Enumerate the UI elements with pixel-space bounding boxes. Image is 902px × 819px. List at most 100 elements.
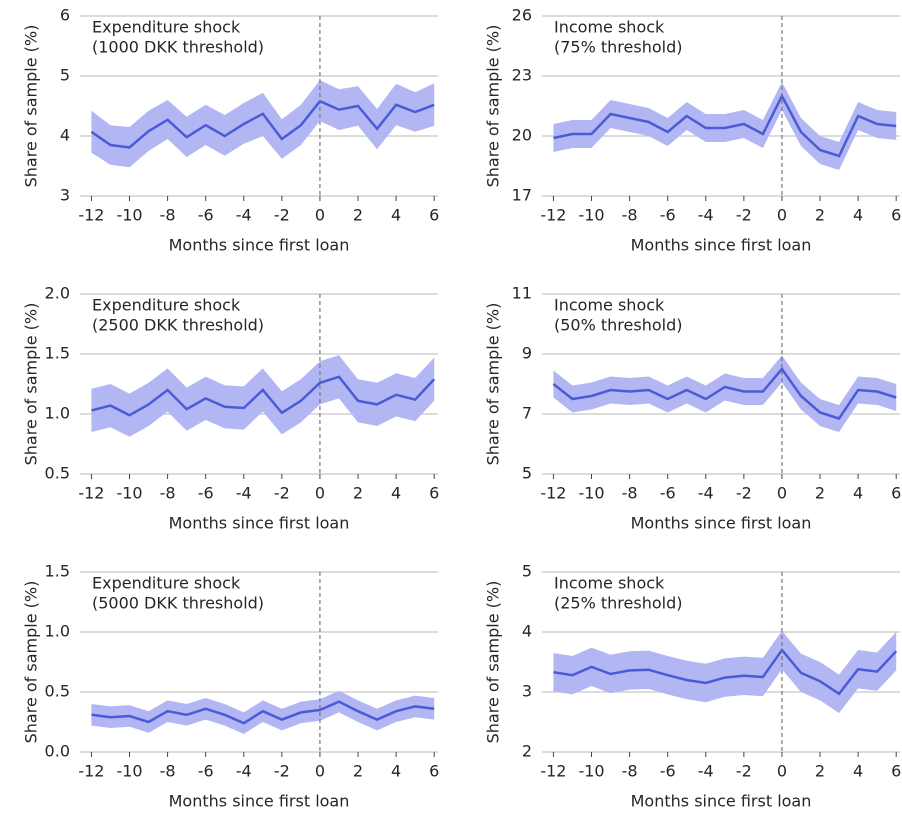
x-tick-label: -2 bbox=[736, 484, 752, 503]
y-axis-label: Share of sample (%) bbox=[22, 25, 41, 188]
y-tick-label: 0.0 bbox=[45, 742, 70, 761]
y-tick-label: 17 bbox=[512, 186, 532, 205]
confidence-band bbox=[553, 630, 897, 713]
x-tick-label: -6 bbox=[198, 484, 214, 503]
line bbox=[91, 375, 436, 417]
confidence-band bbox=[553, 82, 897, 170]
y-tick-label: 1.0 bbox=[45, 404, 70, 423]
y-tick-label: 26 bbox=[512, 6, 532, 25]
x-tick-label: -12 bbox=[540, 762, 566, 781]
annotation: (5000 DKK threshold) bbox=[92, 594, 264, 613]
annotation: Income shock bbox=[554, 18, 665, 37]
x-tick-label: 0 bbox=[315, 762, 325, 781]
y-axis-label: Share of sample (%) bbox=[484, 303, 503, 466]
annotation: (50% threshold) bbox=[554, 316, 682, 335]
x-tick-label: 4 bbox=[391, 762, 401, 781]
x-tick-label: 2 bbox=[353, 762, 363, 781]
x-tick-label: 0 bbox=[315, 484, 325, 503]
confidence-band bbox=[91, 355, 435, 437]
x-axis-label: Months since first loan bbox=[631, 236, 812, 255]
y-tick-label: 1.5 bbox=[45, 562, 70, 581]
y-tick-label: 3 bbox=[522, 682, 532, 701]
x-axis-label: Months since first loan bbox=[169, 514, 350, 533]
x-tick-label: -8 bbox=[622, 206, 638, 225]
x-tick-label: -6 bbox=[660, 206, 676, 225]
x-tick-label: -12 bbox=[78, 206, 104, 225]
x-tick-label: 6 bbox=[429, 484, 439, 503]
y-tick-label: 23 bbox=[512, 66, 532, 85]
x-tick-label: -6 bbox=[198, 762, 214, 781]
x-tick-label: -4 bbox=[698, 762, 714, 781]
annotation: (2500 DKK threshold) bbox=[92, 316, 264, 335]
x-tick-label: -6 bbox=[660, 484, 676, 503]
y-tick-label: 2 bbox=[522, 742, 532, 761]
annotation: Expenditure shock bbox=[92, 18, 241, 37]
y-tick-label: 3 bbox=[60, 186, 70, 205]
x-tick-label: 6 bbox=[429, 762, 439, 781]
x-tick-label: 6 bbox=[891, 762, 901, 781]
x-tick-label: 6 bbox=[429, 206, 439, 225]
y-tick-label: 4 bbox=[522, 622, 532, 641]
x-tick-label: -10 bbox=[116, 206, 142, 225]
x-tick-label: -6 bbox=[198, 206, 214, 225]
line bbox=[90, 99, 435, 149]
line bbox=[552, 366, 897, 420]
x-tick-label: 4 bbox=[853, 762, 863, 781]
x-tick-label: -10 bbox=[116, 484, 142, 503]
x-tick-label: -4 bbox=[698, 484, 714, 503]
x-axis-label: Months since first loan bbox=[169, 792, 350, 811]
x-tick-label: -12 bbox=[540, 206, 566, 225]
x-tick-label: 4 bbox=[853, 484, 863, 503]
x-tick-label: -4 bbox=[236, 206, 252, 225]
line bbox=[553, 93, 897, 158]
x-tick-label: -10 bbox=[578, 762, 604, 781]
x-tick-label: -12 bbox=[78, 484, 104, 503]
x-tick-label: 6 bbox=[891, 484, 901, 503]
y-tick-label: 4 bbox=[60, 126, 70, 145]
x-tick-label: -4 bbox=[236, 762, 252, 781]
x-tick-label: 2 bbox=[815, 206, 825, 225]
x-tick-label: 4 bbox=[853, 206, 863, 225]
x-tick-label: -10 bbox=[578, 484, 604, 503]
x-tick-label: -8 bbox=[622, 762, 638, 781]
x-axis-label: Months since first loan bbox=[631, 792, 812, 811]
x-tick-label: -2 bbox=[274, 762, 290, 781]
y-tick-label: 1.5 bbox=[45, 344, 70, 363]
line bbox=[91, 700, 435, 725]
x-tick-label: -2 bbox=[736, 762, 752, 781]
x-tick-label: -4 bbox=[236, 484, 252, 503]
y-axis-label: Share of sample (%) bbox=[22, 303, 41, 466]
x-tick-label: -6 bbox=[660, 762, 676, 781]
x-tick-label: 2 bbox=[815, 484, 825, 503]
y-axis-label: Share of sample (%) bbox=[22, 581, 41, 744]
annotation: (75% threshold) bbox=[554, 38, 682, 57]
y-tick-label: 7 bbox=[522, 404, 532, 423]
confidence-band bbox=[91, 80, 435, 168]
y-tick-label: 20 bbox=[512, 126, 532, 145]
x-tick-label: -8 bbox=[160, 762, 176, 781]
y-tick-label: 11 bbox=[512, 284, 532, 303]
y-tick-label: 5 bbox=[522, 562, 532, 581]
x-tick-label: 0 bbox=[315, 206, 325, 225]
y-tick-label: 6 bbox=[60, 6, 70, 25]
y-tick-label: 0.5 bbox=[45, 464, 70, 483]
x-axis-label: Months since first loan bbox=[631, 514, 812, 533]
x-tick-label: -10 bbox=[116, 762, 142, 781]
x-tick-label: -12 bbox=[540, 484, 566, 503]
x-tick-label: -2 bbox=[274, 206, 290, 225]
y-axis-label: Share of sample (%) bbox=[484, 581, 503, 744]
x-tick-label: 2 bbox=[815, 762, 825, 781]
x-tick-label: 4 bbox=[391, 484, 401, 503]
annotation: Income shock bbox=[554, 296, 665, 315]
x-tick-label: 4 bbox=[391, 206, 401, 225]
y-tick-label: 1.0 bbox=[45, 622, 70, 641]
x-tick-label: 6 bbox=[891, 206, 901, 225]
x-tick-label: 0 bbox=[777, 206, 787, 225]
annotation: (25% threshold) bbox=[554, 594, 682, 613]
x-tick-label: -8 bbox=[160, 484, 176, 503]
x-tick-label: 0 bbox=[777, 484, 787, 503]
x-tick-label: 0 bbox=[777, 762, 787, 781]
y-tick-label: 0.5 bbox=[45, 682, 70, 701]
line bbox=[553, 647, 898, 696]
